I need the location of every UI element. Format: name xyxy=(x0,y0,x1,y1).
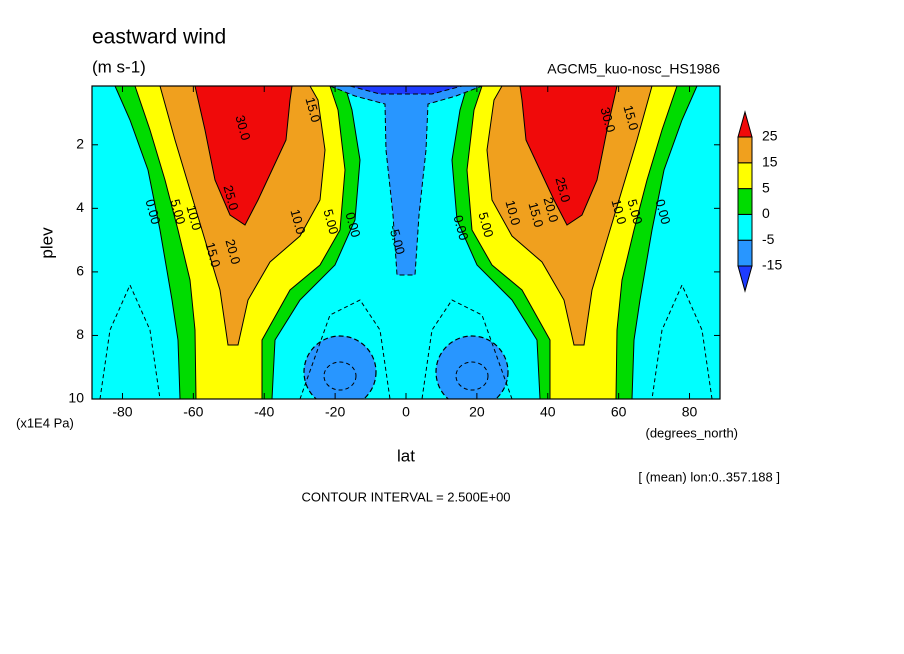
colorbar-label: 0 xyxy=(762,205,770,221)
contour-label: 5.00 xyxy=(476,211,497,239)
y-tick-label: 10 xyxy=(68,390,84,406)
colorbar-box xyxy=(737,162,753,190)
note: [ (mean) lon:0..357.188 ] xyxy=(638,469,780,484)
colorbar-triangle xyxy=(737,265,753,293)
contour-label: 15.0 xyxy=(621,104,642,132)
contour-label: 0.00 xyxy=(653,198,674,226)
contour-label: 25.0 xyxy=(553,176,574,204)
x-tick-label: -40 xyxy=(254,404,274,420)
contour-label: 30.0 xyxy=(233,114,254,142)
colorbar-box xyxy=(737,213,753,241)
contour-label: 0.00 xyxy=(143,198,164,226)
x-tick-label: -60 xyxy=(183,404,203,420)
contour-line xyxy=(651,283,713,399)
y-axis-unit: (x1E4 Pa) xyxy=(16,415,74,430)
contour-line xyxy=(455,361,489,391)
colorbar-label: -15 xyxy=(762,257,782,273)
colorbar-triangle xyxy=(737,110,753,138)
contour-label: 30.0 xyxy=(598,106,619,134)
contour-fill xyxy=(435,335,509,399)
contour-label: 20.0 xyxy=(541,196,562,224)
contour-line xyxy=(323,361,357,391)
x-axis-label: lat xyxy=(397,446,415,465)
contour-label: 10.0 xyxy=(609,198,630,226)
plot-area xyxy=(92,86,720,399)
x-tick-label: 80 xyxy=(682,404,698,420)
x-tick-label: -20 xyxy=(325,404,345,420)
x-tick-label: 20 xyxy=(469,404,485,420)
x-tick-label: 40 xyxy=(540,404,556,420)
subtitle: AGCM5_kuo-nosc_HS1986 xyxy=(547,61,720,77)
colorbar-box xyxy=(737,239,753,267)
x-tick-label: 0 xyxy=(402,404,410,420)
y-axis-label: plev xyxy=(37,227,56,259)
x-tick-label: 60 xyxy=(611,404,627,420)
colorbar-label: 25 xyxy=(762,128,778,144)
contour-label: 15.0 xyxy=(303,96,324,124)
contour-line xyxy=(299,299,391,399)
contour-label: -5.00 xyxy=(386,223,408,256)
contour-label: 5.00 xyxy=(321,208,342,236)
contour-label: 25.0 xyxy=(221,184,242,212)
chart-title: eastward wind xyxy=(92,26,226,49)
contour-label: 15.0 xyxy=(203,241,224,269)
contour-label: 10.0 xyxy=(288,208,309,236)
contour-line xyxy=(421,299,513,399)
contour-label: 0.00 xyxy=(451,214,472,242)
x-axis-unit: (degrees_north) xyxy=(646,425,739,440)
contour-line xyxy=(99,283,161,399)
contour-fill xyxy=(329,86,483,276)
colorbar-label: 5 xyxy=(762,179,770,195)
y-tick-label: 8 xyxy=(76,326,84,342)
contour-label: 20.0 xyxy=(223,238,244,266)
colorbar-label: 15 xyxy=(762,154,778,170)
footer: CONTOUR INTERVAL = 2.500E+00 xyxy=(301,489,510,504)
contour-label: 10.0 xyxy=(503,199,524,227)
y-tick-label: 6 xyxy=(76,263,84,279)
y-tick-label: 4 xyxy=(76,199,84,215)
contour-label: 10.0 xyxy=(184,204,205,232)
contour-label: 0.00 xyxy=(343,211,364,239)
units: (m s-1) xyxy=(92,57,146,76)
contour-fill xyxy=(303,335,377,399)
colorbar-box xyxy=(737,188,753,215)
contour-label: 5.00 xyxy=(625,198,646,226)
colorbar-box xyxy=(737,136,753,164)
x-tick-label: -80 xyxy=(112,404,132,420)
contour-fill xyxy=(519,86,618,226)
contour-fill xyxy=(194,86,293,226)
contour-label: 15.0 xyxy=(526,201,547,229)
y-tick-label: 2 xyxy=(76,135,84,151)
contour-label: 5.00 xyxy=(168,198,189,226)
colorbar-label: -5 xyxy=(762,231,775,247)
